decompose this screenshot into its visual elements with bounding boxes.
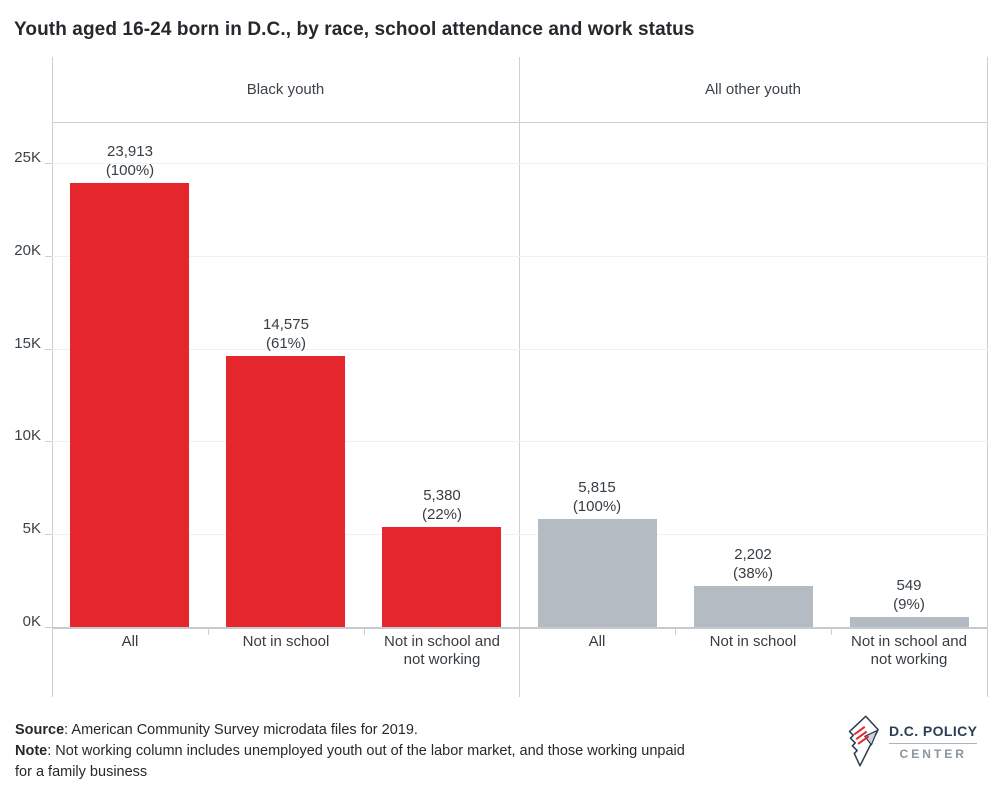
y-tick-mark-0K	[45, 627, 52, 628]
logo-center-text: CENTER	[899, 747, 967, 761]
x-category-label: All	[121, 633, 139, 650]
bar-value-label: 14,575 (61%)	[263, 316, 309, 352]
bar-value-label: 2,202 (38%)	[732, 546, 773, 582]
logo-dc-policy-text: D.C. POLICY	[889, 723, 978, 739]
y-tick-label: 5K	[22, 520, 41, 537]
panel-header-separator	[52, 122, 988, 123]
bar-value-label: 549 (9%)	[893, 577, 925, 613]
x-axis-line	[52, 627, 988, 629]
x-category-label: Not in school and not working	[851, 633, 967, 668]
note-text: : Not working column includes unemployed…	[47, 743, 685, 759]
y-tick-label: 25K	[14, 149, 41, 166]
y-tick-label: 20K	[14, 242, 41, 259]
x-category-label: Not in school	[709, 633, 797, 650]
panel-divider	[519, 57, 520, 697]
bar-black-youth-1[interactable]	[70, 183, 189, 627]
logo-text: D.C. POLICY CENTER	[889, 723, 978, 761]
bar-all-other-youth-2[interactable]	[694, 586, 813, 627]
logo-divider	[889, 743, 978, 744]
plot-right-border	[987, 57, 988, 697]
panel-header-black-youth: Black youth	[246, 81, 325, 98]
dc-policy-center-logo: D.C. POLICY CENTER	[840, 712, 978, 772]
bar-value-label: 5,380 (22%)	[421, 487, 462, 523]
bar-value-label: 5,815 (100%)	[572, 479, 622, 515]
y-tick-label: 10K	[14, 427, 41, 444]
y-tick-mark-25K	[45, 163, 52, 164]
bar-black-youth-3[interactable]	[382, 527, 501, 627]
x-category-label: Not in school and not working	[384, 633, 500, 668]
chart-title: Youth aged 16-24 born in D.C., by race, …	[14, 19, 695, 40]
y-tick-label: 0K	[22, 613, 41, 630]
note-line-2: for a family business	[15, 764, 148, 780]
x-category-label: All	[588, 633, 606, 650]
category-tick	[364, 627, 365, 635]
source-text: : American Community Survey microdata fi…	[64, 722, 418, 738]
y-tick-mark-10K	[45, 441, 52, 442]
bar-value-label: 23,913 (100%)	[105, 143, 155, 179]
source-label: Source	[15, 722, 65, 738]
gridline-25K	[52, 163, 988, 164]
category-tick	[208, 627, 209, 635]
bar-all-other-youth-1[interactable]	[538, 519, 657, 627]
gridline-15K	[52, 349, 988, 350]
category-tick	[675, 627, 676, 635]
gridline-5K	[52, 534, 988, 535]
plot-left-border	[52, 57, 53, 697]
bar-all-other-youth-3[interactable]	[850, 617, 969, 627]
footer: Source: American Community Survey microd…	[15, 720, 825, 783]
category-tick	[831, 627, 832, 635]
bar-black-youth-2[interactable]	[226, 356, 345, 627]
dc-map-icon	[848, 715, 879, 767]
gridline-20K	[52, 256, 988, 257]
note-line-1: Note: Not working column includes unempl…	[15, 741, 825, 762]
x-category-label: Not in school	[242, 633, 330, 650]
y-tick-mark-20K	[45, 256, 52, 257]
note-label: Note	[15, 743, 48, 759]
source-line: Source: American Community Survey microd…	[15, 720, 825, 741]
y-tick-label: 15K	[14, 335, 41, 352]
gridline-10K	[52, 441, 988, 442]
y-tick-mark-5K	[45, 534, 52, 535]
y-tick-mark-15K	[45, 349, 52, 350]
panel-header-all-other-youth: All other youth	[705, 81, 801, 98]
